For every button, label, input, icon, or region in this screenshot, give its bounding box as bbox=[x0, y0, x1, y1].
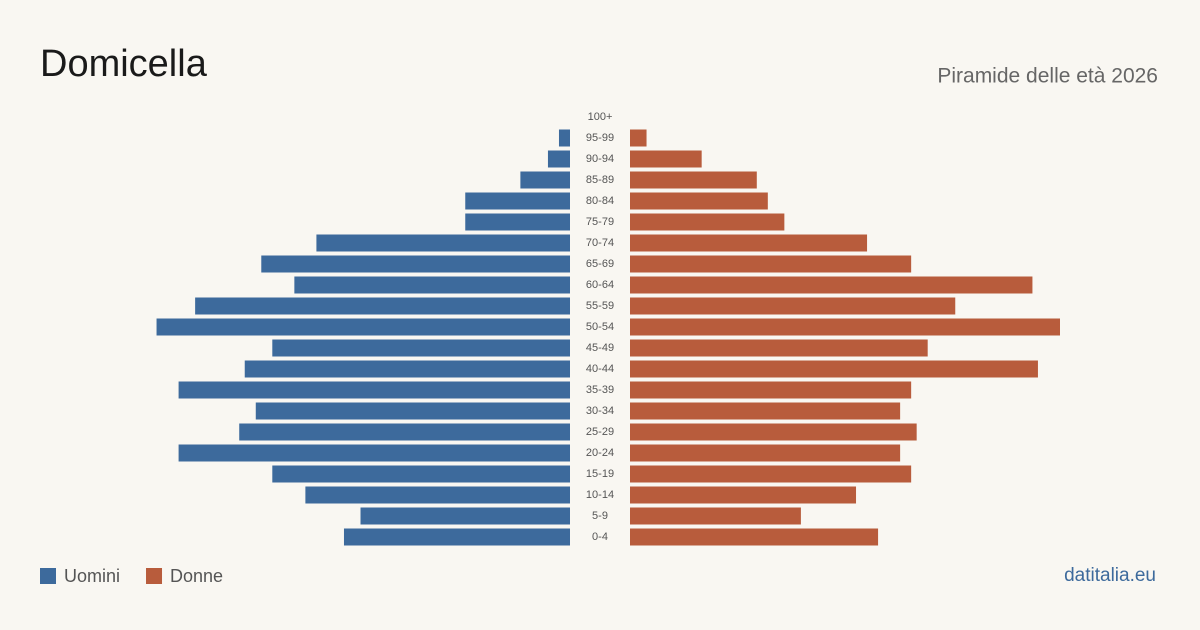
legend-swatch bbox=[40, 568, 56, 584]
age-label: 45-49 bbox=[586, 342, 614, 354]
age-label: 35-39 bbox=[586, 384, 614, 396]
bar bbox=[630, 318, 1060, 336]
bar bbox=[630, 129, 647, 147]
bar bbox=[630, 360, 1038, 378]
age-label: 20-24 bbox=[586, 447, 614, 459]
bar bbox=[630, 150, 702, 168]
bar bbox=[630, 402, 901, 420]
bar bbox=[547, 150, 570, 168]
age-label: 80-84 bbox=[586, 195, 614, 207]
bar bbox=[244, 360, 570, 378]
bar bbox=[630, 339, 928, 357]
bar bbox=[465, 213, 570, 231]
bar bbox=[343, 528, 570, 546]
bar bbox=[558, 129, 570, 147]
age-label: 85-89 bbox=[586, 174, 614, 186]
bar bbox=[360, 507, 570, 525]
bar bbox=[520, 171, 570, 189]
bar bbox=[630, 171, 757, 189]
bar bbox=[261, 255, 570, 273]
bar bbox=[630, 528, 879, 546]
bar bbox=[630, 486, 857, 504]
bar bbox=[630, 465, 912, 483]
age-label: 70-74 bbox=[586, 237, 614, 249]
bar bbox=[195, 297, 570, 315]
bar bbox=[178, 381, 571, 399]
age-label: 40-44 bbox=[586, 363, 614, 375]
bar bbox=[630, 192, 768, 210]
bar bbox=[156, 318, 571, 336]
bar bbox=[630, 213, 785, 231]
bar bbox=[630, 297, 956, 315]
bar bbox=[465, 192, 570, 210]
legend-label: Donne bbox=[170, 566, 223, 586]
bar bbox=[630, 423, 917, 441]
legend-swatch bbox=[146, 568, 163, 584]
bar bbox=[630, 444, 901, 462]
bar bbox=[239, 423, 570, 441]
source: datitalia.eu bbox=[1064, 565, 1156, 586]
bar bbox=[630, 381, 912, 399]
bar bbox=[272, 465, 570, 483]
age-label: 25-29 bbox=[586, 426, 614, 438]
age-label: 65-69 bbox=[586, 258, 614, 270]
bar bbox=[316, 234, 570, 252]
bar bbox=[630, 255, 912, 273]
age-label: 30-34 bbox=[586, 405, 614, 417]
bar bbox=[630, 507, 801, 525]
age-label: 95-99 bbox=[586, 132, 614, 144]
chart-subtitle: Piramide delle età 2026 bbox=[937, 65, 1158, 88]
age-label: 15-19 bbox=[586, 468, 614, 480]
legend-label: Uomini bbox=[64, 566, 120, 586]
age-label: 55-59 bbox=[586, 300, 614, 312]
age-label: 60-64 bbox=[586, 279, 614, 291]
age-label: 0-4 bbox=[592, 531, 608, 543]
chart-title: Domicella bbox=[40, 43, 208, 85]
bar bbox=[255, 402, 570, 420]
age-label: 100+ bbox=[588, 111, 613, 123]
bar bbox=[305, 486, 570, 504]
age-label: 75-79 bbox=[586, 216, 614, 228]
bar bbox=[630, 276, 1033, 294]
age-label: 5-9 bbox=[592, 510, 608, 522]
age-label: 50-54 bbox=[586, 321, 614, 333]
age-label: 10-14 bbox=[586, 489, 614, 501]
bar bbox=[630, 234, 868, 252]
bar bbox=[294, 276, 570, 294]
age-label: 90-94 bbox=[586, 153, 614, 165]
bar bbox=[178, 444, 571, 462]
bar bbox=[272, 339, 570, 357]
